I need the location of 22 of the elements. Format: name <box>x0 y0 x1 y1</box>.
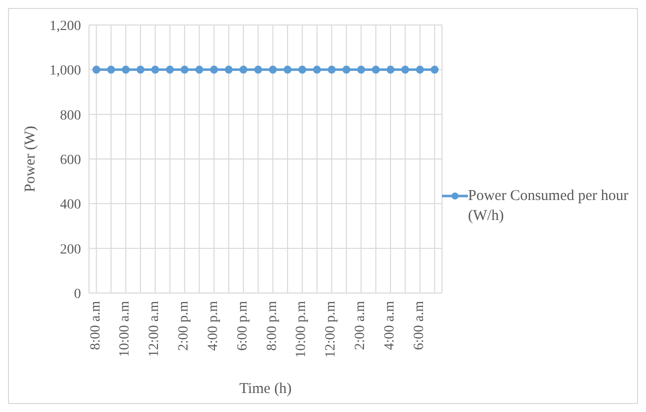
x-tick-label: 2:00 p.m <box>176 300 192 351</box>
x-tick-label: 12:00 a.m <box>147 300 162 357</box>
x-axis-title: Time (h) <box>239 381 292 397</box>
y-tick-label: 0 <box>74 286 81 302</box>
x-tick-label: 10:00 p.m <box>294 300 310 358</box>
y-axis-title: Power (W) <box>22 126 38 192</box>
y-tick-label: 600 <box>60 152 81 168</box>
x-tick-label: 2:00 a.m <box>353 300 368 350</box>
y-tick-label: 200 <box>60 242 81 258</box>
y-tick-label: 800 <box>60 108 81 124</box>
x-tick-label: 6:00 p.m <box>235 300 250 351</box>
x-tick-label: 4:00 a.m <box>382 300 398 350</box>
legend-label: Power Consumed per hour (W/h) <box>468 187 630 226</box>
y-tick-label: 1,000 <box>50 64 81 79</box>
y-tick-label: 400 <box>60 198 81 213</box>
x-tick-label: 12:00 p.m <box>324 300 339 358</box>
x-tick-label: 6:00 a.m <box>412 300 427 350</box>
x-tick-label: 8:00 p.m <box>264 300 280 351</box>
x-tick-label: 4:00 p.m <box>206 300 221 351</box>
x-tick-label: 8:00 a.m <box>88 300 104 350</box>
y-tick-label: 1,200 <box>50 18 81 34</box>
x-tick-label: 10:00 a.m <box>118 300 133 357</box>
